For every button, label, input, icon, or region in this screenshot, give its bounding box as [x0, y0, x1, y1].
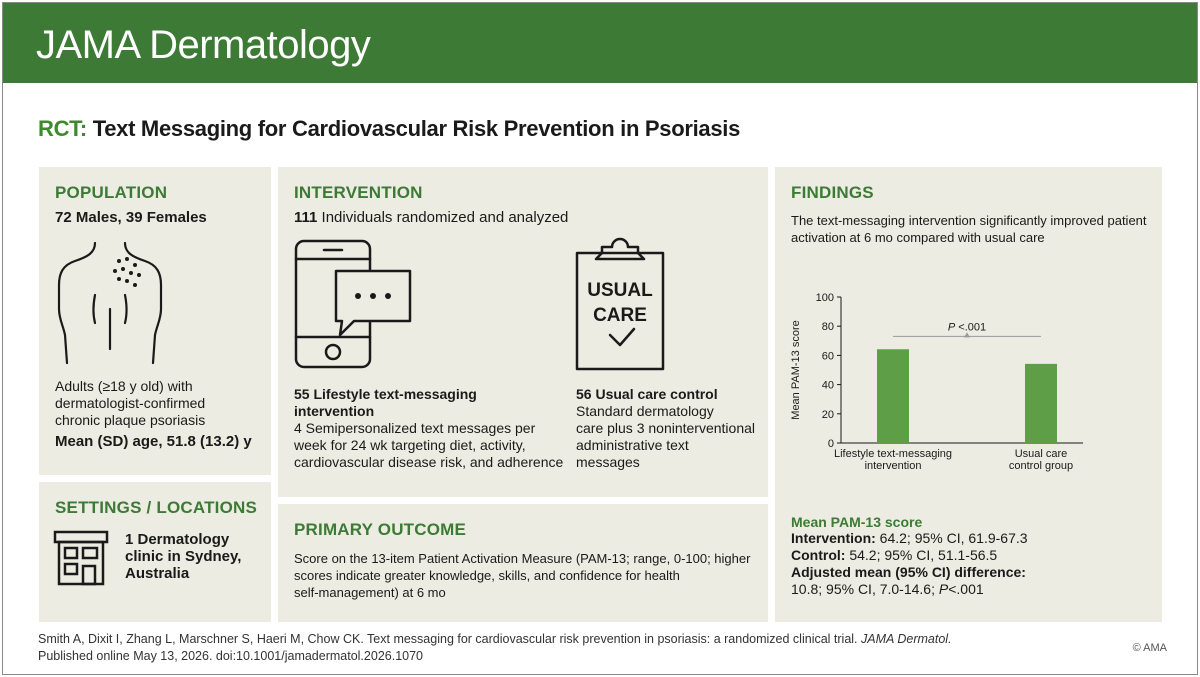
- score-control-label: Control:: [791, 547, 846, 563]
- population-age: Mean (SD) age, 51.8 (13.2) y: [55, 433, 252, 450]
- intervention-panel: INTERVENTION 111 Individuals randomized …: [278, 167, 768, 497]
- citation-journal: JAMA Dermatol.: [861, 632, 952, 646]
- randomized-text: Individuals randomized and analyzed: [321, 209, 569, 226]
- score-adjusted-p: P: [938, 581, 949, 597]
- p-value-annotation: P <.001: [948, 321, 986, 333]
- title-prefix: RCT:: [38, 116, 87, 141]
- score-adjusted-b: <.001: [948, 581, 984, 597]
- bar-1: [877, 349, 909, 443]
- findings-summary-1: The text-messaging intervention signific…: [791, 213, 1147, 228]
- randomized-count: 111: [294, 209, 318, 226]
- arm2-desc-1: Standard dermatology: [576, 403, 714, 419]
- arm2-desc-4: messages: [576, 454, 640, 470]
- x-category-label: Usual care: [1015, 448, 1068, 460]
- torso-psoriasis-icon: [57, 241, 163, 365]
- randomized-summary: 111 Individuals randomized and analyzed: [294, 209, 568, 226]
- outcome-line-1: Score on the 13-item Patient Activation …: [294, 551, 751, 566]
- arm2-count: 56: [576, 386, 592, 402]
- arm2-title: 56 Usual care control: [576, 386, 718, 403]
- findings-heading: FINDINGS: [791, 183, 874, 202]
- arm1-title: 55 Lifestyle text-messaging: [294, 386, 477, 403]
- phone-message-icon: [294, 239, 412, 369]
- arm1-title-line1: Lifestyle text-messaging: [313, 386, 477, 402]
- y-tick-label: 40: [822, 380, 834, 392]
- score-intervention-value: 64.2; 95% CI, 61.9-67.3: [879, 530, 1028, 546]
- score-adjusted-label: Adjusted mean (95% CI) difference:: [791, 564, 1026, 580]
- population-heading: POPULATION: [55, 183, 168, 202]
- arm1-desc-2: week for 24 wk targeting diet, activity,: [294, 437, 526, 453]
- citation-line-2: Published online May 13, 2026. doi:10.10…: [38, 649, 423, 663]
- x-category-label: Lifestyle text-messaging: [834, 448, 952, 460]
- score-control: Control: 54.2; 95% CI, 51.1-56.5: [791, 547, 997, 564]
- settings-panel: SETTINGS / LOCATIONS 1 Dermatology clini…: [39, 482, 271, 622]
- arm2-desc-2: care plus 3 noninterventional: [576, 420, 756, 436]
- outcome-line-2: scores indicate greater knowledge, skill…: [294, 568, 680, 583]
- building-icon: [53, 530, 109, 586]
- settings-heading: SETTINGS / LOCATIONS: [55, 498, 258, 517]
- y-tick-label: 0: [828, 438, 834, 450]
- score-control-value: 54.2; 95% CI, 51.1-56.5: [849, 547, 998, 563]
- pam13-bar-chart: 0 20 40 60 80 100 Mean PAM-13 score Lifestyle t…: [783, 287, 1153, 487]
- score-adjusted-a: 10.8; 95% CI, 7.0-14.6;: [791, 581, 939, 597]
- score-heading: Mean PAM-13 score: [791, 514, 923, 530]
- outcome-line-3: self-management) at 6 mo: [294, 585, 446, 600]
- findings-summary-2: activation at 6 mo compared with usual c…: [791, 230, 1045, 245]
- population-desc-3: chronic plaque psoriasis: [55, 412, 206, 428]
- significance-marker: [964, 332, 970, 338]
- arm1-desc-3: cardiovascular disease risk, and adheren…: [294, 454, 564, 470]
- score-intervention-label: Intervention:: [791, 530, 876, 546]
- x-category-label: intervention: [865, 460, 922, 472]
- y-tick-label: 60: [822, 350, 834, 362]
- score-intervention: Intervention: 64.2; 95% CI, 61.9-67.3: [791, 530, 1028, 547]
- population-desc-1: Adults (≥18 y old) with: [55, 378, 193, 394]
- copyright: © AMA: [1132, 642, 1167, 654]
- chart-svg: 0 20 40 60 80 100 Mean PAM-13 score Lifestyle t…: [790, 292, 1083, 472]
- y-tick-label: 100: [816, 292, 834, 304]
- y-tick-label: 20: [822, 409, 834, 421]
- settings-line-1: 1 Dermatology: [125, 531, 230, 548]
- arm2-desc-3: administrative text: [576, 437, 689, 453]
- y-axis-label: Mean PAM-13 score: [790, 320, 802, 419]
- arm1-count: 55: [294, 386, 310, 402]
- population-desc-2: dermatologist-confirmed: [55, 395, 206, 411]
- arm2-title-text: Usual care control: [595, 386, 718, 402]
- outcome-heading: PRIMARY OUTCOME: [294, 520, 467, 539]
- clipboard-text-usual: USUAL: [587, 280, 653, 301]
- bar-2: [1025, 363, 1057, 443]
- citation: Smith A, Dixit I, Zhang L, Marschner S, …: [38, 631, 952, 665]
- header-bar: JAMA Dermatology: [3, 3, 1197, 83]
- citation-line-1: Smith A, Dixit I, Zhang L, Marschner S, …: [38, 631, 952, 648]
- citation-authors-title: Smith A, Dixit I, Zhang L, Marschner S, …: [38, 632, 862, 646]
- clipboard-icon: USUAL CARE: [575, 237, 665, 371]
- page-title: RCT: Text Messaging for Cardiovascular R…: [38, 116, 740, 142]
- arm1-title-line2: intervention: [294, 403, 375, 419]
- intervention-heading: INTERVENTION: [294, 183, 423, 202]
- outcome-panel: PRIMARY OUTCOME Score on the 13-item Pat…: [278, 504, 768, 622]
- population-panel: POPULATION 72 Males, 39 Females Adults (…: [39, 167, 271, 475]
- settings-line-3: Australia: [125, 565, 190, 582]
- title-text: Text Messaging for Cardiovascular Risk P…: [92, 116, 741, 141]
- findings-panel: FINDINGS The text-messaging intervention…: [775, 167, 1162, 622]
- clipboard-text-care: CARE: [593, 305, 647, 326]
- y-tick-label: 80: [822, 321, 834, 333]
- arm1-desc-1: 4 Semipersonalized text messages per: [294, 420, 536, 436]
- settings-line-2: clinic in Sydney,: [125, 548, 242, 565]
- x-category-label: control group: [1009, 460, 1073, 472]
- population-counts: 72 Males, 39 Females: [55, 209, 207, 226]
- score-adjusted-value: 10.8; 95% CI, 7.0-14.6; P<.001: [791, 581, 984, 598]
- journal-name: JAMA Dermatology: [36, 23, 371, 67]
